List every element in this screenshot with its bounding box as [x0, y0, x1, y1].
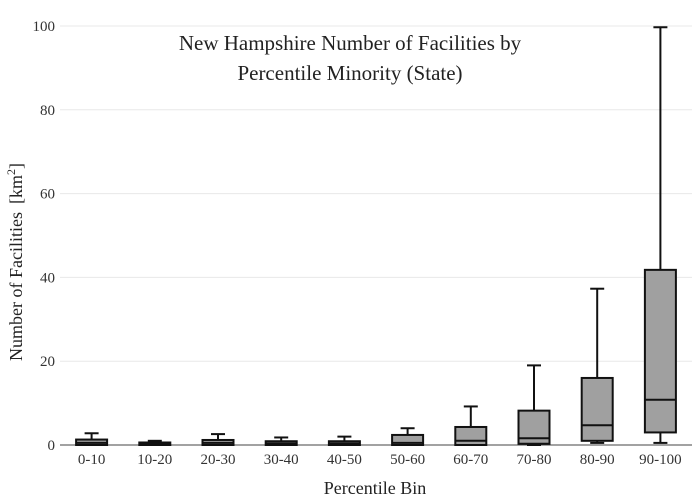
box-body-50-60: [391, 433, 425, 446]
y-tick-60: 60: [40, 187, 55, 203]
box-body-60-70: [454, 425, 488, 447]
box-80-90: [580, 287, 614, 444]
chart-title-line-1: New Hampshire Number of Facilities by: [179, 31, 522, 55]
x-tick-40-50: 40-50: [327, 452, 362, 468]
y-axis-unit: [km: [6, 175, 26, 204]
y-axis-label: Number of Facilities [km2]: [4, 163, 26, 361]
box-20-30: [201, 433, 235, 446]
grid-lines: [60, 25, 692, 446]
x-tick-60-70: 60-70: [453, 452, 488, 468]
box-30-40: [264, 436, 298, 447]
x-tick-50-60: 50-60: [390, 452, 425, 468]
box-series: [75, 26, 677, 447]
x-axis-label: Percentile Bin: [324, 478, 426, 498]
y-tick-0: 0: [48, 438, 56, 454]
box-40-50: [327, 435, 361, 447]
y-tick-40: 40: [40, 270, 55, 286]
x-tick-90-100: 90-100: [639, 452, 682, 468]
box-0-10: [75, 432, 109, 447]
y-tick-100: 100: [33, 19, 56, 35]
y-axis-unit-close: ]: [6, 163, 26, 169]
box-50-60: [391, 427, 425, 446]
box-body-80-90: [580, 376, 614, 442]
box-60-70: [454, 405, 488, 447]
x-tick-10-20: 10-20: [137, 452, 172, 468]
box-70-80: [517, 364, 551, 446]
x-tick-80-90: 80-90: [580, 452, 615, 468]
x-tick-labels: 0-10 10-20 20-30 30-40 40-50 50-60 60-70 70-80 8…: [78, 452, 682, 468]
y-tick-20: 20: [40, 354, 55, 370]
x-tick-70-80: 70-80: [517, 452, 552, 468]
box-90-100: [643, 26, 677, 444]
x-tick-20-30: 20-30: [201, 452, 236, 468]
y-tick-labels: 0 20 40 60 80 100: [33, 19, 56, 454]
y-axis-label-text: Number of Facilities: [6, 212, 26, 361]
y-tick-80: 80: [40, 103, 55, 119]
box-10-20: [138, 439, 172, 446]
x-tick-0-10: 0-10: [78, 452, 106, 468]
x-tick-30-40: 30-40: [264, 452, 299, 468]
box-body-90-100: [643, 268, 677, 434]
chart-title-line-2: Percentile Minority (State): [237, 61, 462, 85]
y-axis-unit-superscript: 2: [4, 169, 18, 175]
